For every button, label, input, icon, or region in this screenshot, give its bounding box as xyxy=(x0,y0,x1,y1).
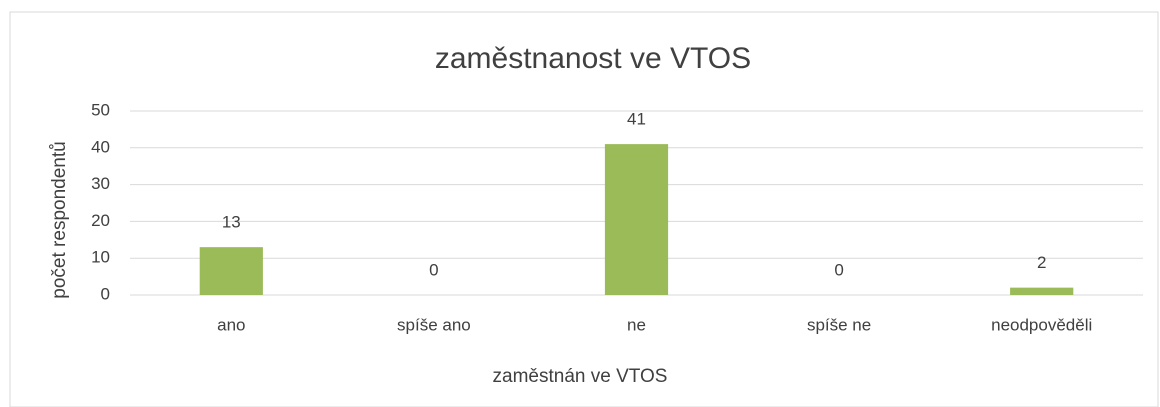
y-tick-label: 20 xyxy=(91,211,110,230)
chart-border xyxy=(9,11,1159,407)
y-tick-label: 10 xyxy=(91,248,110,267)
bar xyxy=(199,247,263,295)
x-tick-label: spíše ano xyxy=(397,315,471,334)
y-tick-label: 0 xyxy=(101,284,110,303)
data-label: 13 xyxy=(222,213,241,232)
y-tick-label: 30 xyxy=(91,174,110,193)
x-tick-label: neodpověděli xyxy=(991,315,1092,334)
y-axis-label: počet respondentů xyxy=(49,141,70,298)
data-label: 0 xyxy=(429,260,438,279)
y-tick-label: 50 xyxy=(91,100,110,119)
bar xyxy=(604,144,669,295)
x-axis-label: zaměstnán ve VTOS xyxy=(493,366,668,387)
data-label: 2 xyxy=(1037,253,1046,272)
x-tick-label: ne xyxy=(627,315,646,334)
x-tick-label: ano xyxy=(217,315,245,334)
y-tick-label: 40 xyxy=(91,137,110,156)
chart-title: zaměstnanost ve VTOS xyxy=(435,42,751,75)
data-label: 41 xyxy=(627,110,646,129)
x-tick-label: spíše ne xyxy=(807,315,871,334)
bar xyxy=(1010,287,1074,295)
data-label: 0 xyxy=(834,260,843,279)
